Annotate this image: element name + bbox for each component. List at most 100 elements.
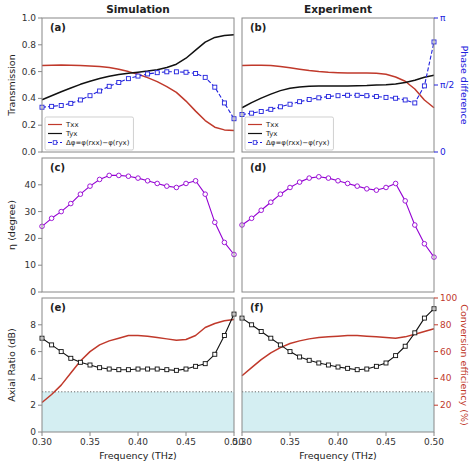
- marker: [403, 199, 408, 204]
- panel-label: (b): [250, 22, 266, 33]
- legend-box: [245, 117, 333, 150]
- y-tick: [38, 292, 42, 293]
- series-line: [42, 319, 234, 402]
- series-line: [42, 35, 234, 100]
- y2-tick: [434, 18, 438, 19]
- series-line: [242, 309, 434, 370]
- marker: [88, 184, 93, 189]
- marker: [422, 84, 426, 88]
- y2-tick-label: 100: [440, 293, 457, 303]
- marker: [365, 94, 369, 98]
- marker: [107, 173, 112, 178]
- y-tick-label: 0.2: [22, 120, 36, 130]
- x-tick-label: 0.35: [280, 437, 300, 447]
- x-tick: [386, 432, 387, 436]
- y-tick: [38, 238, 42, 239]
- y2-tick: [434, 405, 438, 406]
- marker: [174, 70, 178, 74]
- marker: [269, 200, 274, 205]
- panel-label: (e): [50, 302, 66, 313]
- data-group: [240, 307, 436, 376]
- panel-label: (c): [50, 162, 65, 173]
- series-line: [242, 329, 434, 376]
- y-tick: [38, 211, 42, 212]
- marker: [88, 363, 92, 367]
- y-axis-label: η (degree): [6, 200, 17, 250]
- figure: 0.00.20.40.60.81.0TransmissionSimulation…: [0, 0, 474, 466]
- y-tick-label: 0.6: [22, 67, 37, 77]
- x-tick-label: 0.30: [32, 437, 52, 447]
- marker: [136, 367, 140, 371]
- marker: [78, 192, 83, 197]
- marker: [413, 331, 417, 335]
- marker: [365, 367, 369, 371]
- marker: [194, 72, 198, 76]
- legend-handle: [248, 133, 262, 134]
- plot-frame: [42, 298, 234, 432]
- marker: [213, 85, 217, 89]
- marker: [50, 104, 54, 108]
- series-line: [242, 65, 434, 108]
- x-axis-label: Frequency (THz): [299, 450, 376, 461]
- marker: [374, 95, 378, 99]
- marker: [126, 368, 130, 372]
- y-tick-label: 0: [30, 287, 36, 297]
- marker: [422, 241, 427, 246]
- data-group: [240, 40, 436, 117]
- panel: 0.300.350.400.450.5020406080100Frequency…: [232, 293, 470, 461]
- legend-marker: [53, 141, 57, 145]
- marker: [336, 178, 341, 183]
- marker: [222, 334, 226, 338]
- marker: [307, 98, 311, 102]
- marker: [326, 95, 330, 99]
- marker: [413, 223, 418, 228]
- x-tick: [434, 432, 435, 436]
- y-tick: [38, 71, 42, 72]
- x-tick-label: 0.40: [128, 437, 148, 447]
- panel: 010203040η (degree)(c): [6, 158, 236, 297]
- marker: [69, 201, 74, 206]
- data-group: [240, 174, 437, 259]
- marker: [355, 184, 360, 189]
- y-tick: [38, 432, 42, 433]
- marker: [336, 365, 340, 369]
- x-tick: [338, 432, 339, 436]
- marker: [374, 364, 378, 368]
- legend-label: Tyx: [265, 130, 277, 138]
- marker: [98, 89, 102, 93]
- marker: [136, 74, 140, 78]
- marker: [69, 101, 73, 105]
- legend-handle: [48, 124, 62, 125]
- marker: [278, 192, 283, 197]
- y-tick: [38, 44, 42, 45]
- y-axis-label: Axial Ratio (dB): [6, 328, 17, 402]
- marker: [288, 185, 293, 190]
- y2-tick: [434, 324, 438, 325]
- legend-handle: [48, 133, 62, 134]
- marker: [345, 181, 350, 186]
- y2-axis-label: Phase difference: [459, 45, 470, 124]
- y-tick: [38, 265, 42, 266]
- marker: [278, 343, 282, 347]
- y-tick-label: 4: [30, 373, 36, 383]
- y2-tick-label: 60: [440, 347, 452, 357]
- marker: [107, 367, 111, 371]
- marker: [98, 366, 102, 370]
- marker: [213, 220, 218, 225]
- marker: [78, 98, 82, 102]
- x-tick: [242, 432, 243, 436]
- marker: [126, 77, 130, 81]
- marker: [107, 84, 111, 88]
- title: Simulation: [106, 3, 170, 15]
- marker: [326, 176, 331, 181]
- y-tick: [38, 378, 42, 379]
- x-tick-label: 0.30: [232, 437, 252, 447]
- x-tick: [234, 432, 235, 436]
- threshold-line: [242, 391, 434, 392]
- data-group: [40, 312, 236, 402]
- plot-frame: [42, 18, 234, 152]
- x-tick-label: 0.45: [176, 437, 196, 447]
- marker: [259, 208, 264, 213]
- series-line: [42, 175, 234, 254]
- y-tick: [38, 184, 42, 185]
